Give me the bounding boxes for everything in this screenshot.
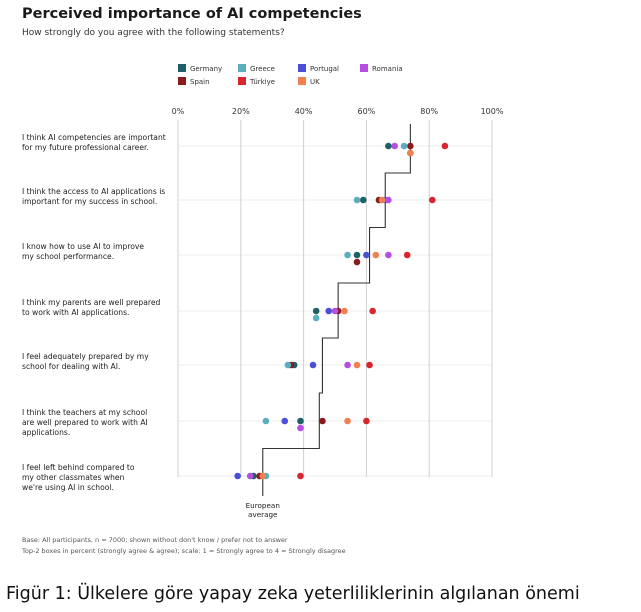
legend-swatch-portugal [298, 64, 306, 72]
point-romania [331, 307, 339, 315]
european-average-label: average [248, 510, 278, 519]
x-tick-label: 80% [420, 107, 438, 116]
point-türkiye [369, 307, 376, 315]
legend-label-spain: Spain [190, 78, 210, 86]
point-uk [372, 251, 380, 259]
point-romania [391, 142, 398, 150]
point-uk [344, 417, 351, 425]
question-label: my school performance. [22, 252, 114, 261]
point-romania [385, 196, 392, 204]
x-tick-label: 20% [232, 107, 250, 116]
point-germany [385, 142, 392, 150]
point-greece [344, 251, 351, 259]
point-romania [246, 472, 254, 480]
footnote-base: Base: All participants, n = 7000; shown … [22, 536, 288, 544]
legend-swatch-türkiye [238, 77, 246, 85]
point-türkiye [441, 142, 449, 150]
chart-subtitle: How strongly do you agree with the follo… [22, 28, 285, 38]
x-tick-label: 60% [358, 107, 376, 116]
point-greece [400, 142, 408, 150]
question-label: I think AI competencies are important [22, 133, 166, 142]
point-türkiye [429, 196, 436, 204]
question-label: I think my parents are well prepared [22, 298, 161, 307]
point-uk [378, 196, 386, 204]
point-portugal [281, 417, 289, 425]
european-average-label: European [246, 501, 280, 510]
question-label: I think the access to AI applications is [22, 187, 165, 196]
point-spain [407, 142, 414, 150]
legend-swatch-spain [178, 77, 186, 85]
question-label: for my future professional career. [22, 143, 149, 152]
point-greece [262, 417, 270, 425]
point-greece [312, 314, 320, 322]
legend-swatch-greece [238, 64, 246, 72]
question-label: school for dealing with AI. [22, 362, 120, 371]
legend-label-portugal: Portugal [310, 65, 339, 73]
x-tick-label: 100% [481, 107, 504, 116]
figure-caption: Figür 1: Ülkelere göre yapay zeka yeterl… [6, 584, 580, 604]
question-label: are well prepared to work with AI [22, 418, 148, 427]
legend-label-türkiye: Türkiye [249, 78, 275, 86]
legend-swatch-germany [178, 64, 186, 72]
question-label: to work with AI applications. [22, 308, 129, 317]
point-uk [259, 472, 267, 480]
point-romania [344, 361, 351, 369]
footnote-scale: Top-2 boxes in percent (strongly agree &… [22, 547, 346, 555]
point-germany [359, 196, 367, 204]
point-uk [353, 361, 361, 369]
point-greece [353, 196, 361, 204]
point-uk [407, 149, 414, 157]
point-türkiye [297, 472, 304, 480]
legend-label-greece: Greece [250, 65, 275, 73]
question-label: I feel adequately prepared by my [22, 352, 149, 361]
point-spain [353, 258, 361, 266]
point-spain [319, 417, 326, 425]
legend-label-romania: Romania [372, 65, 403, 73]
point-germany [353, 251, 361, 259]
point-türkiye [363, 417, 370, 425]
point-germany [297, 417, 304, 425]
point-germany [312, 307, 320, 315]
point-uk [341, 307, 348, 315]
point-portugal [363, 251, 370, 259]
legend-swatch-uk [298, 77, 306, 85]
question-label: applications. [22, 428, 70, 437]
x-tick-label: 40% [295, 107, 313, 116]
question-label: important for my success in school. [22, 197, 157, 206]
point-türkiye [403, 251, 411, 259]
point-portugal [325, 307, 333, 315]
legend-label-uk: UK [310, 78, 320, 86]
point-greece [284, 361, 292, 369]
point-portugal [309, 361, 317, 369]
question-label: my other classmates when [22, 473, 125, 482]
legend-label-germany: Germany [190, 65, 222, 73]
question-label: I know how to use AI to improve [22, 242, 144, 251]
point-romania [385, 251, 392, 259]
question-label: I feel left behind compared to [22, 463, 135, 472]
x-tick-label: 0% [172, 107, 185, 116]
question-label: we're using AI in school. [22, 483, 114, 492]
question-label: I think the teachers at my school [22, 408, 147, 417]
point-türkiye [366, 361, 373, 369]
chart-title: Perceived importance of AI competencies [22, 6, 362, 22]
point-portugal [234, 472, 241, 480]
legend-swatch-romania [360, 64, 368, 72]
point-romania [297, 424, 304, 432]
